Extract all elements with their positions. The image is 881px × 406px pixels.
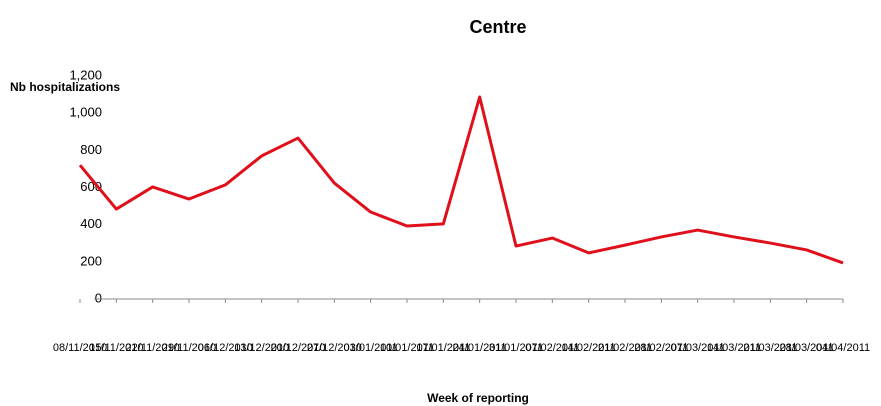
y-tick-label: 200: [80, 253, 102, 268]
x-tick-label: 31/01/2011: [489, 342, 543, 354]
y-tick-label: 400: [80, 216, 102, 231]
x-tick-label: 22/11/2010: [126, 342, 180, 354]
y-tick-label: 1,200: [69, 67, 102, 82]
x-tick-label: 28/02/2011: [634, 342, 688, 354]
x-tick-label: 08/11/2010: [53, 342, 107, 354]
y-tick-label: 600: [80, 179, 102, 194]
y-tick-label: 800: [80, 142, 102, 157]
x-tick-label: 07/02/2011: [525, 342, 579, 354]
x-tick-label: 07/03/2011: [671, 342, 725, 354]
x-axis-title: Week of reporting: [427, 391, 529, 405]
y-axis-title: Nb hospitalizations: [10, 80, 120, 94]
x-tick-label: 21/02/2011: [598, 342, 652, 354]
x-tick-label: 04/04/2011: [816, 342, 870, 354]
x-tick-label: 20/12/2010: [270, 342, 325, 354]
x-tick-label: 29/11/2010: [162, 342, 216, 354]
x-tick-label: 27/12/2010: [307, 342, 362, 354]
x-tick-label: 14/03/2011: [707, 342, 761, 354]
x-tick-label: 15/11/2010: [89, 342, 143, 354]
y-tick-label: 0: [95, 290, 102, 305]
line-series: [78, 95, 844, 265]
x-tick-label: 03/01/2011: [344, 342, 398, 354]
x-tick-label: 14/02/2011: [562, 342, 616, 354]
y-tick-label: 1,000: [69, 105, 102, 120]
x-tick-label: 10/01/2011: [380, 342, 434, 354]
x-tick-label: 17/01/2011: [416, 342, 470, 354]
chart-title: Centre: [469, 17, 526, 37]
x-tick-label: 13/12/2010: [234, 342, 289, 354]
x-tick-label: 21/03/2011: [743, 342, 797, 354]
x-tick-label: 06/12/2010: [198, 342, 253, 354]
x-tick-label: 24/01/2011: [453, 342, 507, 354]
x-tick-label: 28/03/2011: [780, 342, 834, 354]
